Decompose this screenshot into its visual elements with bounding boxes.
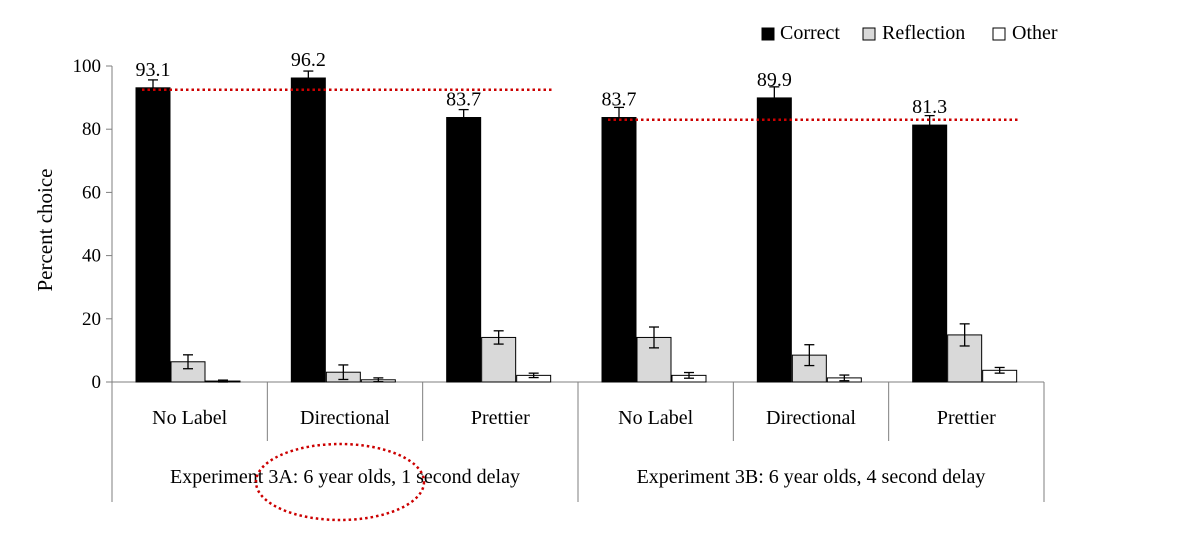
y-tick-label: 0 bbox=[92, 372, 102, 393]
category-label: Directional bbox=[766, 407, 856, 429]
bar-correct bbox=[446, 117, 482, 383]
y-tick-label: 20 bbox=[82, 309, 101, 330]
data-label: 83.7 bbox=[602, 89, 637, 111]
bar-correct bbox=[912, 124, 948, 383]
bar-reflection bbox=[481, 336, 517, 383]
category-label: No Label bbox=[618, 407, 693, 429]
annotation-ellipse bbox=[254, 442, 426, 522]
data-label: 96.2 bbox=[291, 49, 326, 71]
y-tick-label: 60 bbox=[82, 182, 101, 203]
data-label: 89.9 bbox=[757, 69, 792, 91]
legend-swatch-correct bbox=[761, 27, 775, 41]
data-label: 83.7 bbox=[446, 89, 481, 111]
legend-label-reflection: Reflection bbox=[882, 22, 965, 44]
bar-correct bbox=[290, 77, 326, 383]
legend-label-correct: Correct bbox=[780, 22, 840, 44]
legend-swatch-reflection bbox=[862, 27, 876, 41]
data-label: 93.1 bbox=[136, 59, 171, 81]
category-label: Directional bbox=[300, 407, 390, 429]
group-label: Experiment 3A: 6 year olds, 1 second del… bbox=[170, 466, 520, 488]
group-label: Experiment 3B: 6 year olds, 4 second del… bbox=[637, 466, 986, 488]
legend-swatch-other bbox=[992, 27, 1006, 41]
y-tick-label: 40 bbox=[82, 246, 101, 267]
y-tick-label: 80 bbox=[82, 119, 101, 140]
bar-correct bbox=[756, 97, 792, 383]
legend-label-other: Other bbox=[1012, 22, 1058, 44]
bar-correct bbox=[135, 87, 171, 383]
y-axis-title: Percent choice bbox=[33, 168, 57, 291]
category-label: Prettier bbox=[937, 407, 996, 429]
category-label: Prettier bbox=[471, 407, 530, 429]
category-label: No Label bbox=[152, 407, 227, 429]
bar-correct bbox=[601, 117, 637, 383]
data-label: 81.3 bbox=[912, 96, 947, 118]
y-tick-label: 100 bbox=[73, 56, 102, 77]
